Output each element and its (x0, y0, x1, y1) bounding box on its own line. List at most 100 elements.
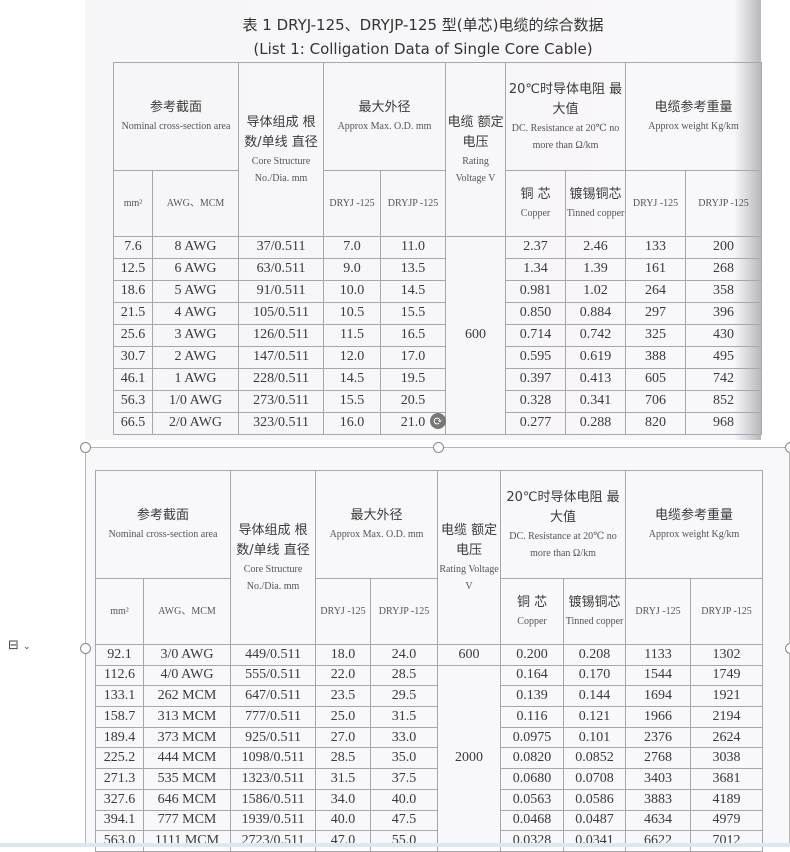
resize-handle-top-left[interactable] (80, 442, 91, 453)
header-en: DRYJ -125 (329, 198, 375, 209)
table-cell: 12.5 (113, 258, 153, 281)
header-en: mm² (110, 606, 129, 617)
table-cell: 0.164 (500, 664, 565, 687)
table-cell: 5 AWG (151, 280, 240, 303)
table-cell: 11.0 (380, 236, 447, 259)
header-zh: 导体组成 根数/单线 直径 (244, 114, 318, 150)
layout-options-icon: ⊟ (8, 638, 19, 653)
header-en: DRYJ -125 (632, 198, 679, 209)
header-en: DRYJ -125 (320, 606, 366, 617)
header-zh: 电缆参考重量 (654, 100, 733, 115)
table-cell: 31.5 (370, 706, 439, 728)
header-zh: 电缆 额定 电压 (447, 114, 504, 150)
header-rating-voltage: 电缆 额定 电压 Rating Voltage V (445, 62, 507, 237)
header-en: AWG、MCM (158, 606, 216, 617)
rotate-handle-icon[interactable]: ⟳ (430, 413, 446, 429)
header-dc-resistance: 20℃时导体电阻 最大值 DC. Resistance at 20℃ no mor… (500, 470, 627, 579)
header-od-dryjp: DRYJP -125 (380, 170, 447, 237)
table-cell: 4634 (625, 809, 692, 832)
table-cell: 4 AWG (151, 302, 240, 325)
resize-handle-left[interactable] (80, 643, 91, 654)
table-cell: 37/0.511 (238, 236, 325, 259)
table-cell: 1133 (625, 644, 692, 666)
header-en: Nominal cross-section area (108, 529, 218, 540)
table-cell: 0.981 (505, 280, 567, 303)
header-od-dryj: DRYJ -125 (323, 170, 382, 237)
table-cell: 273/0.511 (238, 390, 325, 413)
header-zh: 电缆参考重量 (655, 508, 734, 523)
table-cell: 0.850 (505, 302, 567, 325)
header-en: DRYJP -125 (701, 606, 752, 617)
table-row: 327.6 646 MCM 1586/0.511 34.0 40.0 0.0563 0.05… (95, 788, 764, 811)
table-cell: 852 (685, 390, 763, 413)
table-cell: 17.0 (380, 346, 447, 369)
table-cell: 4189 (690, 788, 764, 811)
header-mm2: mm² (113, 170, 153, 237)
layout-options-button[interactable]: ⊟ ⌄ (8, 638, 48, 658)
table-row: 21.5 4 AWG 105/0.511 10.5 15.5 0.850 0.884 297 3… (113, 302, 763, 325)
table-cell: 200 (685, 236, 763, 259)
table-cell: 20.5 (380, 390, 447, 413)
table-cell: 0.0680 (500, 768, 565, 790)
table-cell: 706 (625, 390, 687, 413)
table-row: 189.4 373 MCM 925/0.511 27.0 33.0 0.0975 0.101… (95, 726, 764, 749)
table-cell: 0.139 (500, 685, 565, 708)
status-strip (0, 843, 790, 847)
header-wt-dryj: DRYJ -125 (625, 170, 687, 237)
table-row: 46.1 1 AWG 228/0.511 14.5 19.5 0.397 0.413 605 7… (113, 368, 763, 391)
table-cell: 1.39 (565, 258, 627, 281)
table-cell: 1/0 AWG (151, 390, 240, 413)
image-selection-frame (85, 447, 790, 845)
table-cell: 0.714 (505, 324, 567, 347)
table-cell: 0.277 (505, 412, 567, 435)
table-cell: 262 MCM (142, 685, 232, 708)
table-cell: 228/0.511 (238, 368, 325, 391)
table-cell: 37.5 (370, 768, 439, 790)
table-cell: 7.0 (323, 236, 382, 259)
table-cell: 18.0 (315, 644, 372, 666)
header-zh: 20℃时导体电阻 最大值 (508, 81, 623, 117)
voltage-cell: 2000 (437, 664, 502, 852)
table-cell: 15.5 (323, 390, 382, 413)
table-cell: 3 AWG (151, 324, 240, 347)
table-cell: 105/0.511 (238, 302, 325, 325)
table-image-1[interactable]: 表 1 DRYJ-125、DRYJP-125 型(单芯)电缆的综合数据 (Lis… (85, 0, 763, 440)
resize-handle-top[interactable] (433, 442, 444, 453)
table-cell: 264 (625, 280, 687, 303)
resize-handle-right[interactable] (785, 643, 790, 654)
table-cell: 30.7 (113, 346, 153, 369)
table-image-2[interactable]: 参考截面 Nominal cross-section area 导体组成 根数/单线… (85, 447, 790, 852)
header-en: Tinned copper (565, 616, 624, 627)
header-en: Approx Max. O.D. mm (329, 529, 424, 540)
header-wt-dryjp: DRYJP -125 (685, 170, 763, 237)
header-en: Copper (520, 208, 551, 219)
header-od-dryjp: DRYJP -125 (370, 578, 439, 645)
table-row: 225.2 444 MCM 1098/0.511 28.5 35.0 0.0820 0.08… (95, 747, 764, 770)
header-cross-section: 参考截面 Nominal cross-section area (94, 470, 232, 579)
header-en: DRYJP -125 (387, 198, 439, 209)
header-zh: 铜 芯 (516, 595, 548, 610)
header-weight: 电缆参考重量 Approx weight Kg/km (625, 62, 763, 171)
table-cell: 535 MCM (142, 768, 232, 790)
header-en: Approx weight Kg/km (648, 529, 740, 540)
table-cell: 66.5 (113, 412, 153, 435)
header-en: AWG、MCM (166, 198, 225, 209)
resize-handle-top-right[interactable] (785, 442, 790, 453)
table-cell: 388 (625, 346, 687, 369)
header-en: Core Structure No./Dia. mm (243, 563, 303, 592)
table-cell: 358 (685, 280, 763, 303)
table-title-en: (List 1: Colligation Data of Single Core… (253, 40, 593, 58)
table-cell: 646 MCM (142, 788, 232, 811)
header-max-od: 最大外径 Approx Max. O.D. mm (315, 470, 439, 579)
header-rating-voltage: 电缆 额定 电压 Rating Voltage V (437, 470, 502, 645)
header-od-dryj: DRYJ -125 (315, 578, 372, 645)
table-cell: 605 (625, 368, 687, 391)
header-mm2: mm² (95, 578, 144, 645)
table-cell: 7.6 (113, 236, 153, 259)
table-cell: 777/0.511 (230, 706, 317, 728)
header-tinned: 镀锡铜芯 Tinned copper (565, 170, 627, 237)
table-cell: 147/0.511 (238, 346, 325, 369)
table-cell: 0.341 (565, 390, 627, 413)
table-row: 18.6 5 AWG 91/0.511 10.0 14.5 0.981 1.02 264 358 (113, 280, 763, 303)
table-cell: 968 (685, 412, 763, 435)
